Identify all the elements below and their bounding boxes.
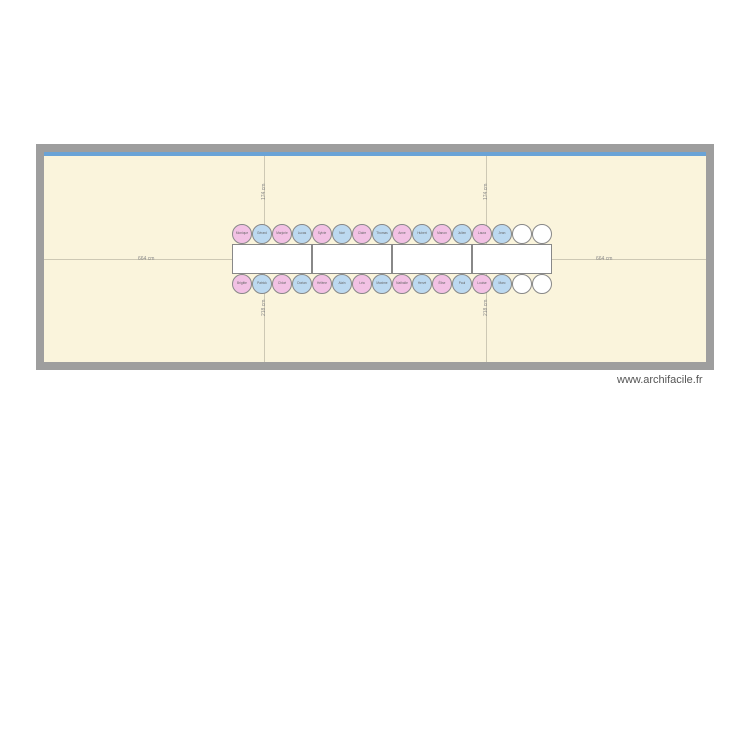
seat[interactable] [532,224,552,244]
seat[interactable] [512,274,532,294]
seat[interactable]: Maxime [372,274,392,294]
seat[interactable]: Hélène [312,274,332,294]
seat[interactable]: Hubert [412,224,432,244]
seat[interactable] [532,274,552,294]
seat[interactable]: Lucas [292,224,312,244]
seat[interactable]: Marc [492,274,512,294]
seat[interactable]: Monique [232,224,252,244]
seat[interactable]: Manon [432,224,452,244]
table[interactable] [232,244,312,274]
seat[interactable]: Julien [452,224,472,244]
seat[interactable]: Louise [472,274,492,294]
seat[interactable]: Jean [492,224,512,244]
table[interactable] [392,244,472,274]
seat[interactable]: Hervé [412,274,432,294]
seat[interactable]: Sylvie [312,224,332,244]
watermark-text: www.archifacile.fr [617,374,703,386]
seat[interactable]: Paul [452,274,472,294]
dimension-label: 218 cm [261,300,267,316]
table[interactable] [312,244,392,274]
seat[interactable]: Patrick [252,274,272,294]
dimension-label: 664 cm [596,256,612,262]
seat[interactable]: Anne [392,224,412,244]
dimension-label: 174 cm [261,184,267,200]
seat[interactable]: Élise [432,274,452,294]
seat[interactable]: Léa [352,274,372,294]
seat[interactable]: Chloé [272,274,292,294]
seat[interactable]: Brigitte [232,274,252,294]
seat[interactable] [512,224,532,244]
seat[interactable]: Thomas [372,224,392,244]
seat[interactable]: Dorian [292,274,312,294]
table[interactable] [472,244,552,274]
seat[interactable]: Noé [332,224,352,244]
dimension-label: 218 cm [483,300,489,316]
seat[interactable]: Marjorie [272,224,292,244]
seat[interactable]: Laura [472,224,492,244]
dimension-label: 664 cm [138,256,154,262]
seat[interactable]: Alain [332,274,352,294]
seat[interactable]: Nathalie [392,274,412,294]
dimension-label: 174 cm [483,184,489,200]
seat[interactable]: Claire [352,224,372,244]
seat[interactable]: Gérard [252,224,272,244]
